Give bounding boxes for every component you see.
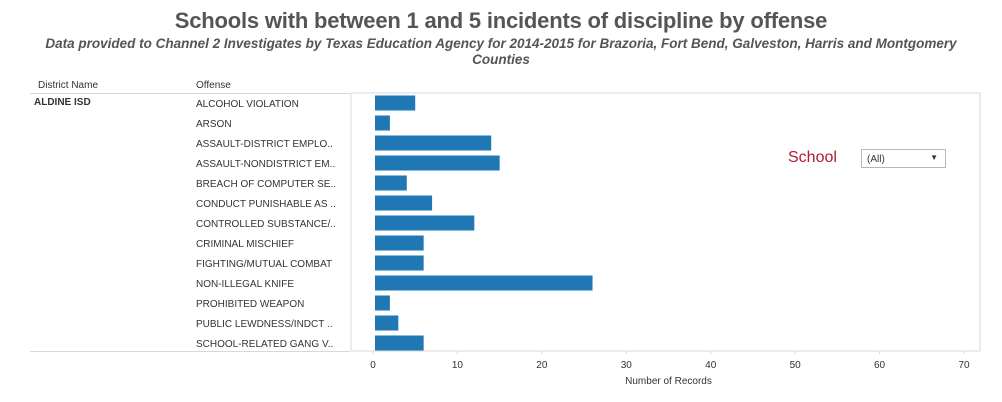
bar[interactable] bbox=[375, 275, 593, 291]
district-label: ALDINE ISD bbox=[34, 97, 91, 108]
table-bottom-divider bbox=[30, 351, 350, 352]
x-tick-label: 60 bbox=[874, 360, 886, 371]
bar[interactable] bbox=[375, 235, 424, 251]
chart-subtitle: Data provided to Channel 2 Investigates … bbox=[45, 36, 957, 67]
category-label: PUBLIC LEWDNESS/INDCT .. bbox=[196, 319, 333, 330]
bar[interactable] bbox=[375, 115, 390, 131]
bar[interactable] bbox=[375, 335, 424, 351]
x-tick-label: 0 bbox=[370, 360, 376, 371]
x-tick-label: 30 bbox=[621, 360, 633, 371]
chart-title: Schools with between 1 and 5 incidents o… bbox=[174, 8, 828, 33]
school-filter-label: School bbox=[788, 149, 837, 166]
category-label: CRIMINAL MISCHIEF bbox=[196, 239, 294, 250]
bar[interactable] bbox=[375, 255, 424, 271]
bar[interactable] bbox=[375, 175, 407, 191]
district-column-header[interactable]: District Name bbox=[38, 80, 99, 91]
bar[interactable] bbox=[375, 195, 433, 211]
school-filter-value: (All) bbox=[867, 154, 885, 165]
category-label: SCHOOL-RELATED GANG V.. bbox=[196, 339, 333, 350]
bar[interactable] bbox=[375, 215, 475, 231]
category-label: FIGHTING/MUTUAL COMBAT bbox=[196, 259, 332, 270]
header-divider bbox=[30, 93, 350, 94]
bar[interactable] bbox=[375, 315, 399, 331]
bar[interactable] bbox=[375, 155, 500, 171]
x-tick-label: 40 bbox=[705, 360, 717, 371]
offense-column-header[interactable]: Offense bbox=[196, 80, 231, 91]
category-label: PROHIBITED WEAPON bbox=[196, 299, 304, 310]
bar[interactable] bbox=[375, 95, 416, 111]
category-label: CONTROLLED SUBSTANCE/.. bbox=[196, 219, 336, 230]
category-label: BREACH OF COMPUTER SE.. bbox=[196, 179, 336, 190]
category-label: ARSON bbox=[196, 119, 232, 130]
category-label: ASSAULT-DISTRICT EMPLO.. bbox=[196, 139, 333, 150]
x-axis-title: Number of Records bbox=[625, 376, 712, 387]
school-filter-dropdown[interactable]: (All) ▼ bbox=[861, 149, 946, 168]
dropdown-arrow-icon: ▼ bbox=[930, 153, 938, 162]
category-label: ALCOHOL VIOLATION bbox=[196, 99, 299, 110]
x-tick-label: 70 bbox=[958, 360, 970, 371]
x-tick-label: 50 bbox=[790, 360, 802, 371]
x-tick-label: 20 bbox=[536, 360, 548, 371]
category-label: NON-ILLEGAL KNIFE bbox=[196, 279, 294, 290]
bar[interactable] bbox=[375, 135, 492, 151]
category-label: ASSAULT-NONDISTRICT EM.. bbox=[196, 159, 335, 170]
bar[interactable] bbox=[375, 295, 390, 311]
x-tick-label: 10 bbox=[452, 360, 464, 371]
category-label: CONDUCT PUNISHABLE AS .. bbox=[196, 199, 336, 210]
